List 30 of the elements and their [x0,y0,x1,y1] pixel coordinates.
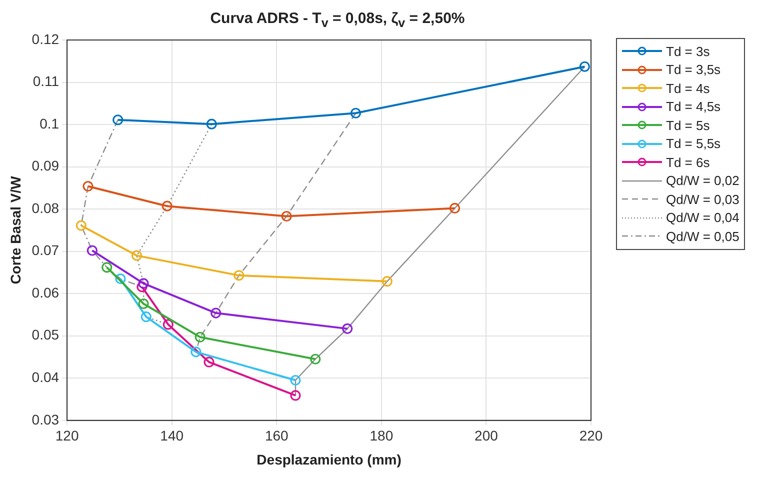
legend-label: Td = 4s [666,80,710,96]
y-tick-label: 0.1 [40,115,60,132]
legend-label: Td = 3s [666,44,710,59]
x-tick-label: 220 [579,428,603,444]
y-axis-title: Corte Basal V/W [7,175,24,284]
x-tick-label: 160 [264,428,289,444]
x-tick-label: 200 [474,428,498,444]
legend-label: Qd/W = 0,05 [666,228,740,244]
chart-title: Curva ADRS - T$_{v}$ = 0,08s, ζ$_{v}$ = 2,50% [209,10,466,30]
legend-label: Td = 4,5s [666,99,721,114]
y-tick-label: 0.06 [32,284,60,300]
x-tick-label: 120 [55,428,79,444]
x-tick-label: 140 [160,428,184,444]
x-tick-label: 180 [370,428,394,444]
legend-label: Qd/W = 0,03 [666,192,740,207]
legend-label: Qd/W = 0,02 [666,173,740,188]
y-tick-label: 0.12 [32,30,60,47]
y-tick-label: 0.03 [32,411,60,428]
legend-label: Td = 3,5s [666,62,721,78]
legend-label: Td = 5,5s [666,136,721,152]
y-tick-label: 0.04 [32,368,60,385]
legend-label: Td = 6s [666,154,710,170]
y-tick-label: 0.11 [32,73,60,90]
legend-label: Td = 5s [666,118,710,133]
y-tick-label: 0.07 [32,242,60,258]
y-tick-label: 0.08 [32,200,60,216]
y-tick-label: 0.05 [32,326,60,343]
legend-label: Qd/W = 0,04 [666,210,740,226]
y-tick-label: 0.09 [32,158,60,174]
x-axis-title: Desplazamiento (mm) [256,451,402,468]
